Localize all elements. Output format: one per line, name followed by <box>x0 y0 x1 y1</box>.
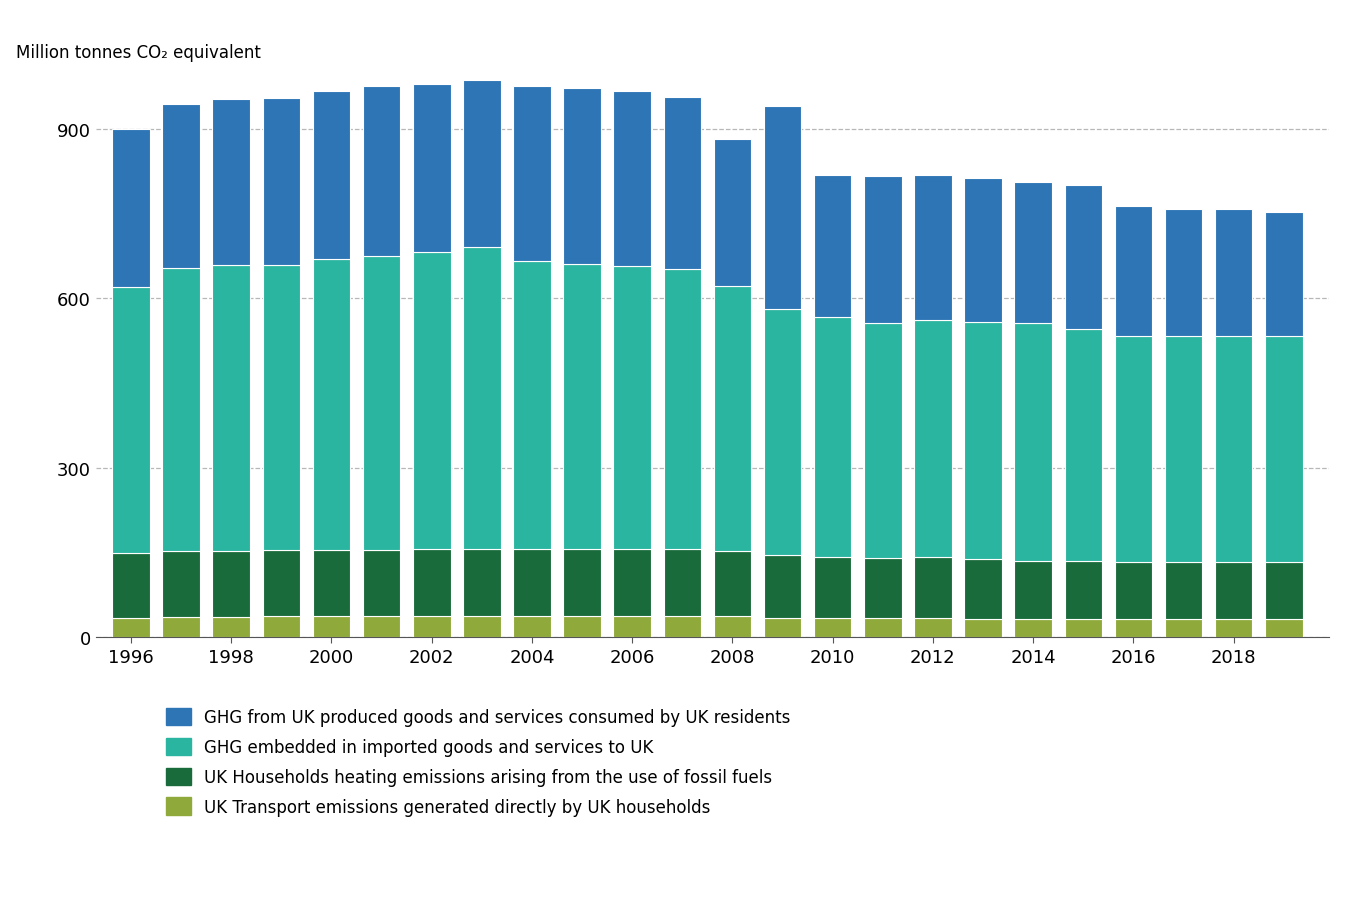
Bar <box>1164 210 1203 337</box>
Bar <box>112 288 149 553</box>
Bar <box>914 321 952 558</box>
Bar <box>212 99 249 266</box>
Bar <box>263 265 300 551</box>
Bar <box>1215 337 1252 563</box>
Bar <box>1014 619 1052 638</box>
Bar <box>514 616 551 638</box>
Bar <box>1164 337 1203 563</box>
Bar <box>1064 330 1101 561</box>
Bar <box>463 81 500 248</box>
Bar <box>212 551 249 618</box>
Bar <box>1115 619 1152 638</box>
Bar <box>1265 619 1303 638</box>
Bar <box>614 92 651 267</box>
Bar <box>1115 337 1152 563</box>
Bar <box>1265 337 1303 563</box>
Bar <box>1064 561 1101 619</box>
Bar <box>914 619 952 638</box>
Bar <box>614 549 651 616</box>
Bar <box>263 617 300 638</box>
Bar <box>814 619 852 638</box>
Bar <box>663 270 701 549</box>
Bar <box>412 616 451 638</box>
Bar <box>212 266 249 551</box>
Bar <box>814 176 852 317</box>
Bar <box>964 559 1001 619</box>
Bar <box>563 89 601 264</box>
Bar <box>1265 212 1303 337</box>
Bar <box>162 618 200 638</box>
Bar <box>514 549 551 616</box>
Text: Million tonnes CO₂ equivalent: Million tonnes CO₂ equivalent <box>16 44 260 62</box>
Bar <box>1014 561 1052 619</box>
Bar <box>714 617 751 638</box>
Bar <box>1215 619 1252 638</box>
Bar <box>864 177 901 323</box>
Bar <box>514 87 551 261</box>
Bar <box>263 99 300 265</box>
Bar <box>763 618 801 638</box>
Bar <box>814 558 852 619</box>
Bar <box>312 260 351 551</box>
Bar <box>412 549 451 616</box>
Bar <box>363 550 400 617</box>
Bar <box>563 616 601 638</box>
Bar <box>312 91 351 260</box>
Bar <box>514 261 551 549</box>
Bar <box>112 553 149 618</box>
Bar <box>714 286 751 552</box>
Bar <box>162 551 200 618</box>
Bar <box>763 556 801 618</box>
Bar <box>1215 563 1252 619</box>
Bar <box>363 617 400 638</box>
Bar <box>714 552 751 617</box>
Bar <box>412 85 451 253</box>
Bar <box>212 618 249 638</box>
Bar <box>864 558 901 619</box>
Bar <box>914 558 952 619</box>
Bar <box>563 549 601 616</box>
Bar <box>1265 563 1303 619</box>
Bar <box>964 322 1001 559</box>
Bar <box>363 257 400 550</box>
Bar <box>663 549 701 616</box>
Bar <box>1115 207 1152 337</box>
Bar <box>263 551 300 617</box>
Bar <box>864 323 901 558</box>
Bar <box>363 87 400 257</box>
Bar <box>162 105 200 269</box>
Bar <box>463 248 500 549</box>
Bar <box>1064 186 1101 330</box>
Bar <box>964 179 1001 322</box>
Bar <box>914 176 952 321</box>
Bar <box>964 619 1001 638</box>
Bar <box>1215 210 1252 337</box>
Bar <box>112 618 149 638</box>
Bar <box>814 317 852 558</box>
Bar <box>463 616 500 638</box>
Bar <box>312 617 351 638</box>
Bar <box>1115 563 1152 619</box>
Bar <box>1164 619 1203 638</box>
Bar <box>763 310 801 556</box>
Bar <box>1164 563 1203 619</box>
Bar <box>1014 323 1052 561</box>
Bar <box>763 107 801 310</box>
Bar <box>614 267 651 549</box>
Bar <box>663 616 701 638</box>
Legend: GHG from UK produced goods and services consumed by UK residents, GHG embedded i: GHG from UK produced goods and services … <box>166 708 790 815</box>
Bar <box>864 619 901 638</box>
Bar <box>112 129 149 288</box>
Bar <box>614 616 651 638</box>
Bar <box>663 97 701 270</box>
Bar <box>563 264 601 549</box>
Bar <box>714 139 751 286</box>
Bar <box>162 269 200 551</box>
Bar <box>1064 619 1101 638</box>
Bar <box>312 551 351 617</box>
Bar <box>412 253 451 549</box>
Bar <box>1014 182 1052 323</box>
Bar <box>463 549 500 616</box>
